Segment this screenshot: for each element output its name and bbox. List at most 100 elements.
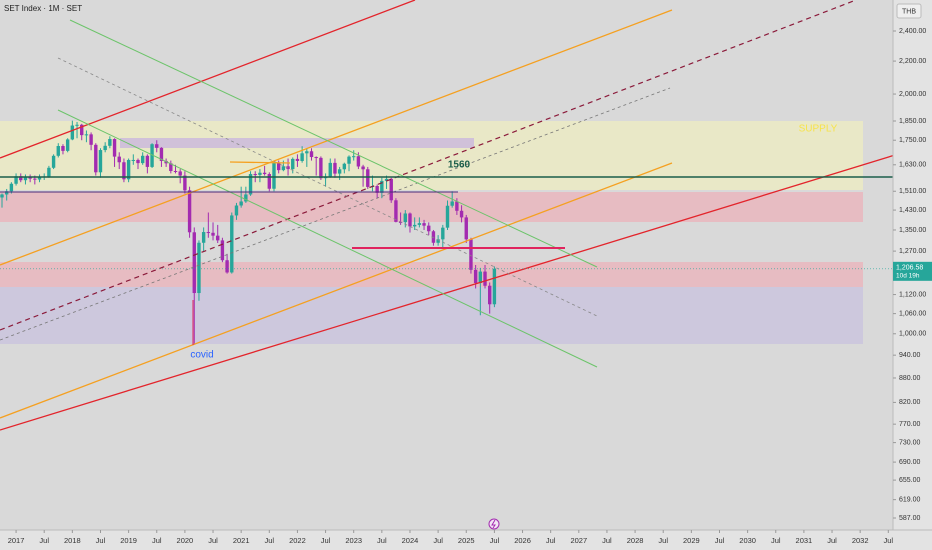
candle-body	[94, 144, 98, 173]
y-tick-label: 1,430.00	[899, 207, 926, 214]
y-tick-label: 2,000.00	[899, 91, 926, 98]
candle-body	[319, 157, 323, 179]
candle-body	[272, 163, 276, 189]
x-tick-label: 2027	[570, 536, 587, 545]
resistance-zone	[0, 192, 863, 222]
candle-body	[173, 171, 178, 173]
x-tick-label: 2019	[120, 536, 137, 545]
candle-body	[103, 145, 107, 151]
candle-body	[408, 213, 412, 227]
candle-body	[216, 235, 220, 241]
candle-body	[155, 144, 159, 148]
candle-body	[464, 217, 468, 240]
x-tick-label: 2022	[289, 536, 306, 545]
candle-body	[286, 166, 290, 170]
candle-body	[239, 201, 243, 206]
candle-body	[295, 158, 300, 161]
y-tick-label: 1,000.00	[899, 331, 926, 338]
candle-body	[436, 239, 440, 243]
candle-body	[342, 163, 347, 170]
candle-body	[234, 205, 239, 216]
candle-body	[230, 215, 234, 273]
y-tick-label: 1,630.00	[899, 162, 926, 169]
candle-body	[197, 242, 201, 294]
y-tick-label: 1,350.00	[899, 227, 926, 234]
x-tick-label: Jul	[433, 536, 443, 545]
candle-body	[314, 157, 318, 159]
candle-body	[9, 183, 14, 192]
candle-body	[14, 176, 18, 184]
candle-body	[192, 232, 196, 294]
candle-body	[478, 271, 483, 284]
candle-body	[262, 172, 267, 175]
supply-zone	[0, 121, 863, 190]
x-tick-label: Jul	[39, 536, 49, 545]
candle-body	[488, 285, 492, 305]
candle-body	[112, 139, 117, 157]
candle-body	[108, 139, 112, 146]
x-tick-label: Jul	[771, 536, 781, 545]
candle-body	[389, 178, 393, 201]
candle-body	[384, 178, 389, 181]
candle-body	[244, 194, 248, 202]
candle-body	[84, 134, 89, 136]
y-tick-label: 619.00	[899, 496, 921, 503]
x-tick-label: 2031	[796, 536, 813, 545]
candle-body	[225, 260, 229, 273]
y-tick-label: 1,060.00	[899, 310, 926, 317]
y-tick-label: 1,270.00	[899, 248, 926, 255]
candle-body	[150, 144, 154, 167]
last-price-label: 1,206.58	[896, 265, 923, 272]
currency-box[interactable]	[896, 3, 922, 19]
candle-body	[412, 224, 417, 227]
candle-body	[126, 159, 131, 180]
y-tick-label: 1,850.00	[899, 118, 926, 125]
candle-body	[19, 176, 23, 181]
candle-body	[291, 158, 295, 170]
channel-line	[0, 9, 673, 266]
x-tick-label: 2023	[345, 536, 362, 545]
pink-zone	[0, 262, 863, 287]
candle-body	[450, 201, 454, 206]
y-tick-label: 1,510.00	[899, 188, 926, 195]
candle-body	[441, 227, 445, 240]
candle-body	[37, 176, 42, 180]
x-tick-label: 2025	[458, 536, 475, 545]
candle-body	[187, 190, 192, 233]
candle-body	[80, 124, 84, 136]
candle-body	[328, 162, 332, 177]
candle-body	[375, 186, 379, 193]
channel-line	[0, 162, 673, 419]
time-axis	[0, 530, 932, 550]
candle-body	[380, 180, 384, 193]
x-tick-label: Jul	[96, 536, 106, 545]
event-icon[interactable]	[488, 518, 500, 530]
x-tick-label: 2020	[177, 536, 194, 545]
candle-body	[89, 134, 93, 145]
candle-body	[483, 271, 487, 286]
candle-body	[117, 156, 121, 163]
candle-body	[403, 213, 407, 223]
candle-body	[178, 171, 182, 176]
candle-body	[136, 159, 140, 164]
x-tick-label: Jul	[602, 536, 612, 545]
x-tick-label: Jul	[265, 536, 275, 545]
candle-body	[305, 151, 309, 154]
x-tick-label: Jul	[546, 536, 556, 545]
candle-body	[159, 147, 164, 161]
x-tick-label: 2028	[627, 536, 644, 545]
y-tick-label: 690.00	[899, 459, 921, 466]
candle-body	[211, 232, 215, 236]
candle-body	[366, 169, 370, 187]
candle-body	[23, 176, 28, 181]
short-line	[229, 161, 291, 164]
descending-line	[57, 109, 598, 368]
candle-body	[4, 191, 9, 195]
y-tick-label: 770.00	[899, 421, 921, 428]
candle-body	[281, 166, 286, 171]
candle-body	[61, 146, 65, 151]
support-zone	[0, 287, 863, 344]
x-tick-label: Jul	[884, 536, 894, 545]
x-tick-label: Jul	[658, 536, 668, 545]
candle-body	[276, 163, 281, 171]
